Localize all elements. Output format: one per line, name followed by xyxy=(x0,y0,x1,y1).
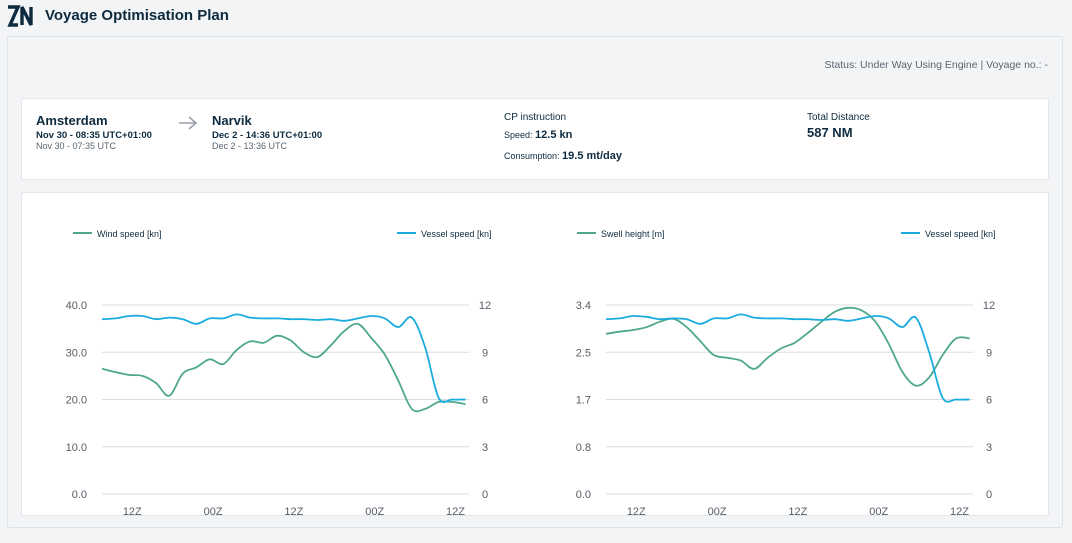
y-left-tick-label: 0.0 xyxy=(576,489,591,501)
legend-label: Swell height [m] xyxy=(601,229,665,239)
y-left-tick-label: 30.0 xyxy=(66,347,87,359)
y-left-tick-label: 10.0 xyxy=(66,442,87,454)
x-tick-label: 12Z xyxy=(627,506,646,517)
origin-local-time: Nov 30 - 08:35 UTC+01:00 xyxy=(36,130,152,141)
swell-height-chart: 0.000.831.762.593.41212ZNov 3000ZDec 112… xyxy=(576,229,996,517)
top-bar: Voyage Optimisation Plan xyxy=(0,0,1072,34)
y-left-tick-label: 0.0 xyxy=(72,489,87,501)
x-tick-label: 00Z xyxy=(869,506,888,517)
origin-city: Amsterdam xyxy=(36,113,108,128)
x-tick-label: 12Z xyxy=(123,506,142,517)
y-right-tick-label: 12 xyxy=(479,300,491,312)
voyage-status: Status: Under Way Using Engine | Voyage … xyxy=(824,59,1048,71)
y-right-tick-label: 9 xyxy=(986,347,992,359)
y-right-tick-label: 3 xyxy=(986,442,992,454)
destination-city: Narvik xyxy=(212,113,252,128)
x-tick-label: 00Z xyxy=(204,506,223,517)
y-right-tick-label: 3 xyxy=(482,442,488,454)
legend-label: Vessel speed [kn] xyxy=(421,229,492,239)
y-right-tick-label: 0 xyxy=(482,489,488,501)
zn-logo-icon xyxy=(7,5,33,27)
x-tick-label: 12Z xyxy=(788,506,807,517)
page-title: Voyage Optimisation Plan xyxy=(45,7,229,24)
cp-consumption-value: 19.5 mt/day xyxy=(562,150,622,162)
cp-speed-label: Speed: xyxy=(504,130,533,140)
y-right-tick-label: 9 xyxy=(482,347,488,359)
y-left-tick-label: 40.0 xyxy=(66,300,87,312)
x-tick-label: 00Z xyxy=(365,506,384,517)
legend-label: Vessel speed [kn] xyxy=(925,229,996,239)
y-right-tick-label: 0 xyxy=(986,489,992,501)
destination-local-time: Dec 2 - 14:36 UTC+01:00 xyxy=(212,130,323,141)
cp-consumption: Consumption: 19.5 mt/day xyxy=(504,150,622,162)
series-line-1 xyxy=(101,313,466,404)
y-left-tick-label: 1.7 xyxy=(576,395,591,407)
route-card: Amsterdam Nov 30 - 08:35 UTC+01:00 Nov 3… xyxy=(21,98,1049,180)
series-line-1 xyxy=(605,313,970,403)
destination-utc-time: Dec 2 - 13:36 UTC xyxy=(212,141,288,151)
x-tick-label: 12Z xyxy=(284,506,303,517)
y-right-tick-label: 12 xyxy=(983,300,995,312)
cp-speed: Speed: 12.5 kn xyxy=(504,129,572,141)
origin-utc-time: Nov 30 - 07:35 UTC xyxy=(36,141,117,151)
series-line-0 xyxy=(101,322,466,413)
y-left-tick-label: 3.4 xyxy=(576,300,591,312)
x-tick-label: 12Z xyxy=(446,506,465,517)
cp-consumption-label: Consumption: xyxy=(504,151,560,161)
legend-label: Wind speed [kn] xyxy=(97,229,162,239)
y-right-tick-label: 6 xyxy=(986,395,992,407)
x-tick-label: 00Z xyxy=(708,506,727,517)
x-tick-label: 12Z xyxy=(950,506,969,517)
total-distance-value: 587 NM xyxy=(807,125,853,140)
y-left-tick-label: 0.8 xyxy=(576,442,591,454)
arrow-right-icon xyxy=(179,116,198,130)
voyage-plan-panel: Status: Under Way Using Engine | Voyage … xyxy=(7,36,1063,528)
y-right-tick-label: 6 xyxy=(482,395,488,407)
y-left-tick-label: 20.0 xyxy=(66,395,87,407)
y-left-tick-label: 2.5 xyxy=(576,347,591,359)
total-distance-title: Total Distance xyxy=(807,112,870,123)
cp-instruction-title: CP instruction xyxy=(504,112,567,123)
cp-speed-value: 12.5 kn xyxy=(535,129,573,141)
